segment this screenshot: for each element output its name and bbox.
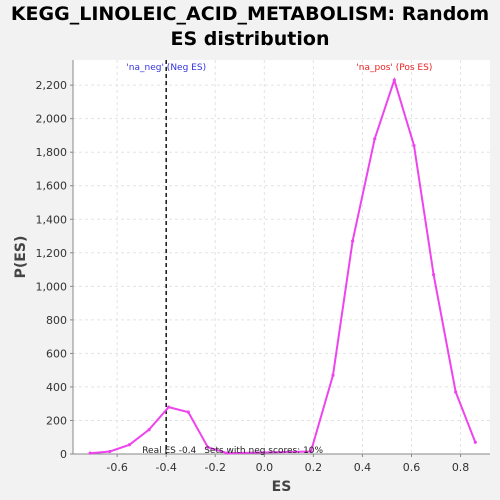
y-tick-label: 0 xyxy=(60,448,67,461)
pos-es-label: 'na_pos' (Pos ES) xyxy=(356,63,432,73)
x-tick-label: 0.8 xyxy=(452,461,470,474)
y-tick-label: 2,000 xyxy=(36,113,68,126)
data-point xyxy=(186,410,190,414)
data-point xyxy=(392,78,396,82)
data-point xyxy=(225,451,230,455)
series-layer xyxy=(88,76,477,455)
data-point xyxy=(108,449,112,454)
x-tick-label: 0.4 xyxy=(354,461,372,474)
y-tick-label: 1,400 xyxy=(36,213,68,226)
y-tick-label: 200 xyxy=(46,414,67,427)
data-point xyxy=(431,273,436,277)
y-tick-label: 1,600 xyxy=(36,180,68,193)
x-tick-label: -0.6 xyxy=(106,461,127,474)
data-point xyxy=(412,143,416,148)
data-point xyxy=(473,440,477,444)
x-tick-label: -0.2 xyxy=(205,461,226,474)
data-point xyxy=(373,137,377,141)
data-point xyxy=(127,443,132,447)
data-point xyxy=(331,373,335,377)
data-point xyxy=(309,449,313,454)
data-point xyxy=(88,451,92,455)
y-tick-label: 1,200 xyxy=(36,247,68,260)
y-tick-label: 1,800 xyxy=(36,146,68,159)
tick-layer: 0 200 400 600 800 1,000 1,200 1,400 1,600 1,800 2,… xyxy=(36,79,470,474)
y-tick-label: 2,200 xyxy=(36,79,68,92)
data-point xyxy=(147,428,151,432)
y-axis-label: P(ES) xyxy=(13,236,29,279)
data-point xyxy=(167,405,171,409)
y-tick-label: 800 xyxy=(46,314,67,327)
data-point xyxy=(454,390,458,394)
y-tick-label: 400 xyxy=(46,381,67,394)
x-tick-label: 0.2 xyxy=(305,461,323,474)
x-tick-label: 0.0 xyxy=(256,461,274,474)
x-axis-label: ES xyxy=(272,479,292,495)
x-tick-label: 0.6 xyxy=(403,461,421,474)
x-tick-label: -0.4 xyxy=(155,461,176,474)
plot-area xyxy=(73,60,490,454)
neg-es-label: 'na_neg' (Neg ES) xyxy=(126,63,206,73)
sets-neg-scores-label: Sets with neg scores: 10% xyxy=(204,446,323,456)
data-point xyxy=(351,239,355,243)
y-tick-label: 600 xyxy=(46,347,67,360)
y-tick-label: 1,000 xyxy=(36,280,68,293)
real-es-label: Real ES -0.4 xyxy=(142,446,196,456)
chart-title: KEGG_LINOLEIC_ACID_METABOLISM: Random ES… xyxy=(10,3,490,50)
data-point xyxy=(206,445,210,449)
